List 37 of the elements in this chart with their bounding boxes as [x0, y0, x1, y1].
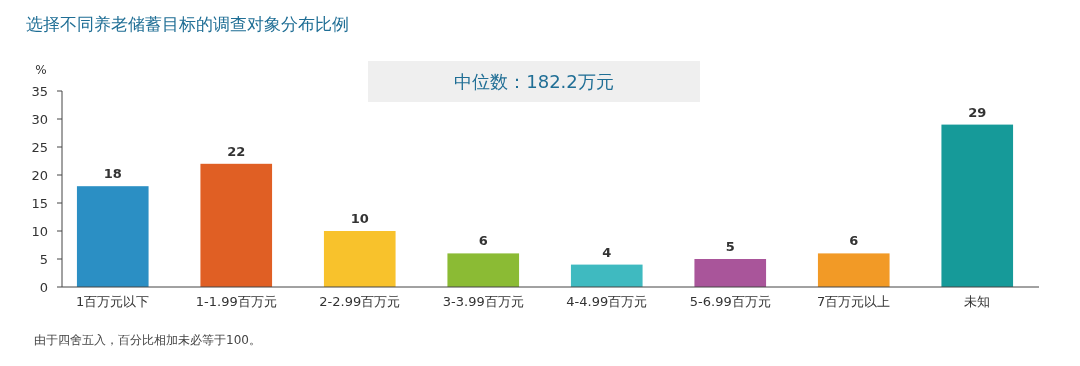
- bar: [694, 259, 767, 287]
- bar: [941, 124, 1014, 287]
- x-tick-label: 5-6.99百万元: [689, 294, 771, 309]
- bar: [200, 163, 273, 287]
- bar: [323, 231, 396, 287]
- annotation: 中位数：182.2万元: [454, 71, 614, 92]
- bar: [817, 253, 890, 287]
- data-label: 5: [725, 239, 735, 254]
- chart-title: 选择不同养老储蓄目标的调查对象分布比例: [26, 14, 349, 34]
- y-tick-label: 5: [39, 251, 48, 267]
- text: 由于四舍五入，百分比相加未必等于100。: [34, 333, 261, 347]
- y-tick-label: 30: [31, 111, 48, 127]
- data-label: 4: [602, 244, 612, 260]
- y-tick-label: 20: [31, 167, 48, 183]
- y-tick-label: 15: [31, 195, 48, 211]
- data-label: 22: [227, 143, 246, 159]
- y-tick-label: 10: [31, 223, 48, 239]
- x-tick-label: 1百万元以下: [76, 294, 150, 309]
- y-tick-label: 35: [31, 83, 48, 99]
- bar: [76, 186, 149, 287]
- y-tick-label: 0: [39, 279, 48, 295]
- note-box: 中位数：182.2万元: [368, 61, 700, 102]
- x-tick-label: 7百万元以上: [817, 294, 891, 309]
- data-label: 29: [968, 104, 987, 120]
- data-label: 18: [103, 166, 122, 182]
- data-label: 6: [849, 233, 859, 249]
- bar: [447, 253, 520, 287]
- x-tick-label: 3-3.99百万元: [442, 294, 524, 309]
- bar: [570, 264, 643, 287]
- data-label: 6: [478, 233, 488, 249]
- x-tick-label: 未知: [964, 294, 991, 309]
- x-tick-label: 1-1.99百万元: [195, 294, 277, 309]
- data-label: 10: [350, 211, 369, 226]
- x-tick-label: 2-2.99百万元: [319, 294, 401, 309]
- x-tick-label: 4-4.99百万元: [566, 294, 648, 309]
- y-tick-label: 25: [31, 139, 48, 155]
- y-axis-title: %: [35, 63, 47, 77]
